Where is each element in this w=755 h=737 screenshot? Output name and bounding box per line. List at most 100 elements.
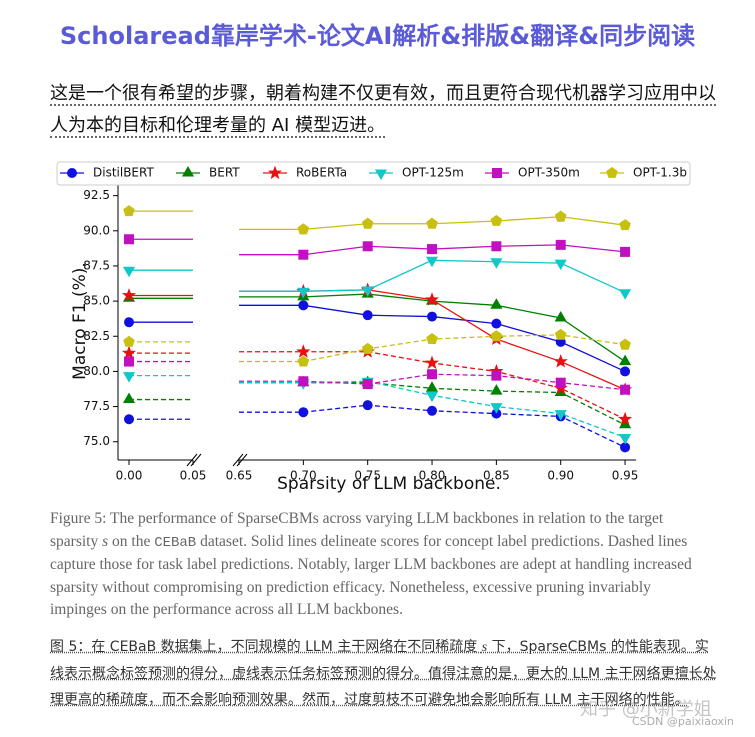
marker <box>362 400 373 411</box>
marker <box>296 344 311 358</box>
marker <box>554 311 567 322</box>
legend-marker <box>181 166 195 177</box>
marker <box>620 246 631 257</box>
y-tick-label: 87.5 <box>83 258 110 272</box>
marker <box>124 414 135 425</box>
marker <box>554 410 567 421</box>
marker <box>490 258 503 269</box>
legend-label: BERT <box>209 166 240 180</box>
y-axis-label: Macro F1 (%). <box>70 262 90 380</box>
marker <box>298 407 309 418</box>
chart: 75.0 77.5 80.0 82.5 85.0 87.5 90.0 92.5 0.00 0.05… <box>56 161 691 494</box>
caption-zh-text: 下，SparseCBMs 的性能表现。实线表示概念标签预测的得分，虚线表示任务标… <box>50 639 717 708</box>
marker <box>124 317 135 328</box>
marker <box>297 223 310 235</box>
watermark: 知乎 @小新学姐 <box>580 699 712 720</box>
marker <box>425 381 439 392</box>
series-line <box>303 404 626 448</box>
caption-text: Figure 5: The performance of SparseCBMs … <box>50 510 664 550</box>
x-tick-label: 0.75 <box>354 469 381 483</box>
marker <box>427 405 438 416</box>
y-tick-label: 92.5 <box>83 188 110 202</box>
series-line <box>303 373 626 391</box>
marker <box>619 354 632 366</box>
legend-label: OPT-125m <box>402 166 464 180</box>
intro: 这是一个很有希望的步骤，朝着构建不仅更有效，而且更符合现代机器学习应用中以人为本… <box>50 78 722 142</box>
marker <box>424 292 440 306</box>
marker <box>124 234 135 245</box>
legend-marker <box>606 166 618 178</box>
marker <box>122 392 136 403</box>
series-line <box>303 293 626 363</box>
marker <box>427 244 438 255</box>
series-line <box>303 244 626 256</box>
series-line <box>303 304 626 373</box>
x-tick-label: 0.65 <box>226 469 253 483</box>
marker <box>362 241 373 252</box>
marker <box>619 338 631 350</box>
y-tick-label: 85.0 <box>83 294 110 308</box>
marker <box>124 356 135 367</box>
marker <box>121 288 137 302</box>
header-title: Scholaread靠岸学术-论文AI解析&排版&翻译&同步阅读 <box>59 22 696 50</box>
caption-text: dataset. Solid lines delineate scores fo… <box>50 532 692 619</box>
caption-symbol: s <box>102 532 109 550</box>
series-line <box>303 380 626 439</box>
marker <box>554 210 567 222</box>
x-tick-label: 0.80 <box>419 469 446 483</box>
caption-text: on the <box>108 532 155 550</box>
marker <box>427 311 438 322</box>
marker <box>490 330 503 342</box>
marker <box>362 310 373 321</box>
x-tick-label: 0.70 <box>290 469 317 483</box>
y-tick-label: 75.0 <box>83 434 110 448</box>
marker <box>123 204 135 217</box>
marker <box>298 300 309 311</box>
caption-zh: 图 5：在 CEBaB 数据集上，不同规模的 LLM 主干网络在不同稀疏度 s … <box>50 634 718 713</box>
marker <box>555 377 566 388</box>
marker <box>490 384 503 395</box>
x-tick-label: 0.00 <box>116 469 143 483</box>
marker <box>619 219 631 231</box>
series-line <box>303 334 626 363</box>
marker <box>490 403 503 414</box>
marker <box>619 434 632 445</box>
marker <box>490 298 503 309</box>
legend-marker <box>374 169 388 180</box>
caption-zh-symbol: s <box>481 640 488 655</box>
y-tick-label: 80.0 <box>83 364 110 378</box>
marker <box>620 384 631 395</box>
y-tick-label: 90.0 <box>83 223 110 237</box>
marker <box>554 259 567 271</box>
caption: Figure 5: The performance of SparseCBMs … <box>50 508 710 622</box>
marker <box>619 289 632 300</box>
marker <box>297 287 310 299</box>
series-line <box>303 216 626 231</box>
legend-label: RoBERTa <box>296 166 347 180</box>
watermark: CSDN @paixiaoxin <box>632 715 734 728</box>
marker <box>121 345 137 360</box>
marker <box>424 355 440 369</box>
x-tick-label: 0.85 <box>483 469 510 483</box>
marker <box>361 217 374 229</box>
marker <box>491 370 502 381</box>
marker <box>491 241 502 252</box>
marker <box>123 335 135 347</box>
marker <box>361 342 374 354</box>
legend-label: OPT-350m <box>518 166 580 180</box>
marker <box>362 379 373 390</box>
series-line <box>303 382 626 426</box>
marker <box>426 332 438 344</box>
legend-marker <box>267 165 283 180</box>
marker <box>425 256 439 268</box>
marker <box>620 366 631 377</box>
intro-text: 这是一个很有希望的步骤，朝着构建不仅更有效，而且更符合现代机器学习应用中以人为本… <box>50 83 716 138</box>
marker <box>425 391 439 403</box>
y-tick-label: 77.5 <box>83 399 110 413</box>
x-tick-label: 0.90 <box>547 469 574 483</box>
marker <box>426 217 438 229</box>
x-tick-label: 0.05 <box>180 469 207 483</box>
legend-label: OPT-1.3b <box>633 166 687 180</box>
marker <box>298 249 309 260</box>
